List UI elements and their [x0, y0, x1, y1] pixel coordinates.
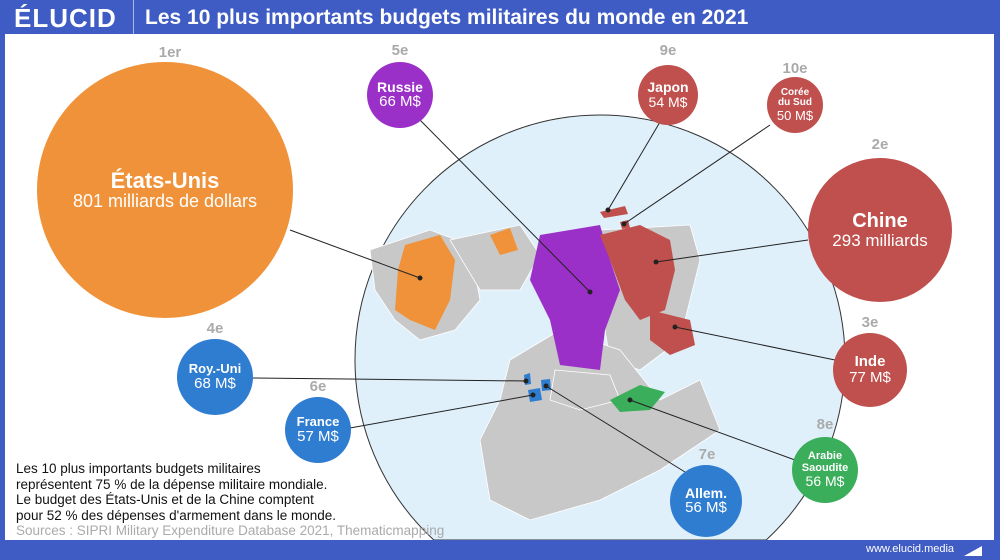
budget-value: 57 M$ — [297, 427, 339, 445]
bubble-japan: Japon 54 M$ — [638, 65, 698, 125]
bubble-usa: États-Unis 801 milliards de dollars — [37, 62, 293, 318]
summary-note: Les 10 plus importants budgets militaire… — [16, 461, 444, 539]
country-name: États-Unis — [110, 168, 220, 193]
bubble-china: Chine 293 milliards — [808, 158, 952, 302]
saudi-map-shape — [610, 385, 665, 412]
page-title: Les 10 plus importants budgets militaire… — [145, 6, 749, 29]
usa-map-shape — [395, 235, 455, 330]
globe-map — [252, 114, 846, 540]
budget-value: 801 milliards de dollars — [72, 191, 258, 212]
budget-value: 68 M$ — [194, 374, 236, 392]
country-name: Japon — [647, 79, 689, 96]
russia-map-shape — [530, 225, 620, 370]
note-line: Le budget des États-Unis et de la Chine … — [16, 492, 314, 507]
note-line: pour 52 % des dépenses d'armement dans l… — [16, 507, 337, 523]
budget-value: 54 M$ — [648, 94, 688, 110]
budget-value: 77 M$ — [849, 369, 891, 386]
sources: Sources : SIPRI Military Expenditure Dat… — [16, 523, 445, 538]
country-name: Arabie Saoudite — [801, 450, 849, 474]
rank-label: 2e — [871, 136, 889, 153]
budget-value: 66 M$ — [379, 93, 421, 111]
header-divider — [133, 0, 134, 34]
note-line: représentent 75 % de la dépense militair… — [16, 476, 328, 492]
country-name: France — [296, 414, 340, 430]
alaska-map-shape — [490, 228, 518, 255]
rank-label: 10e — [782, 60, 808, 77]
note-line: Les 10 plus importants budgets militaire… — [16, 461, 261, 476]
rank-label: 9e — [659, 42, 677, 59]
rank-label: 8e — [816, 416, 834, 433]
india-map-shape — [650, 310, 695, 355]
country-name: Russie — [377, 78, 423, 95]
rank-label: 5e — [391, 42, 409, 59]
bubble-south-korea: Corée du Sud 50 M$ — [767, 77, 823, 133]
budget-value: 56 M$ — [805, 473, 845, 490]
japan-map-shape — [600, 206, 628, 218]
rank-label: 4e — [206, 320, 224, 337]
infographic-panel — [5, 34, 994, 540]
country-name: Corée du Sud — [778, 86, 812, 109]
country-name: Allem. — [684, 484, 727, 501]
bubble-india: Inde 77 M$ — [833, 333, 907, 407]
bubble-uk: Roy.-Uni 68 M$ — [177, 339, 253, 415]
china-map-shape — [600, 225, 675, 320]
elucid-flag-icon — [964, 546, 982, 556]
elucid-logo: ÉLUCID — [14, 3, 117, 33]
budget-value: 293 milliards — [832, 230, 928, 250]
bubble-france: France 57 M$ — [285, 397, 351, 463]
bubble-russia: Russie 66 M$ — [367, 62, 433, 128]
rank-label: 3e — [861, 314, 879, 331]
country-name: Inde — [854, 353, 886, 371]
budget-value: 50 M$ — [776, 107, 814, 123]
budget-value: 56 M$ — [685, 499, 727, 517]
rank-label: 1er — [158, 44, 182, 61]
rank-label: 7e — [698, 446, 716, 463]
bubble-germany: Allem. 56 M$ — [670, 465, 742, 537]
rank-label: 6e — [309, 378, 327, 395]
country-name: Chine — [852, 209, 908, 232]
leader-lines — [252, 119, 836, 473]
bubble-saudi-arabia: Arabie Saoudite 56 M$ — [792, 437, 858, 503]
country-name: Roy.-Uni — [188, 361, 242, 377]
footer-url[interactable]: www.elucid.media — [866, 543, 955, 555]
